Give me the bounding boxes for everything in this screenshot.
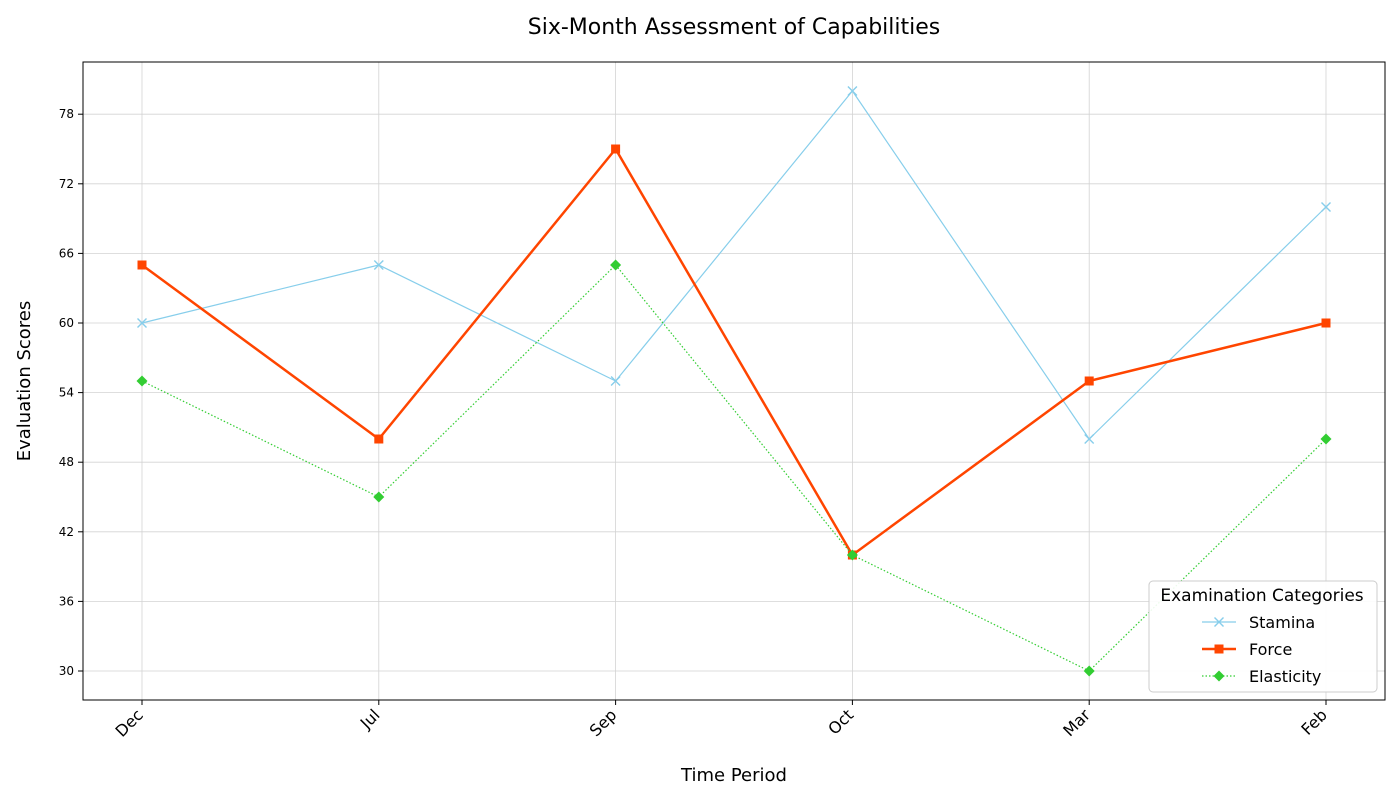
data-point-elasticity: [610, 259, 622, 271]
data-point-stamina: [847, 86, 858, 96]
y-tick-label: 72: [59, 177, 74, 191]
y-tick-label: 60: [59, 316, 74, 330]
legend-label-stamina: Stamina: [1249, 613, 1315, 632]
series-elasticity: [136, 259, 1332, 677]
y-tick-label: 66: [59, 246, 74, 260]
data-point-stamina: [1321, 202, 1331, 212]
y-tick-label: 36: [59, 594, 74, 608]
legend-item-elasticity: Elasticity: [1202, 667, 1321, 686]
legend-marker-stamina: [1214, 617, 1224, 627]
data-point-force: [611, 144, 621, 154]
chart-title: Six-Month Assessment of Capabilities: [528, 15, 940, 40]
y-tick-label: 42: [59, 525, 74, 539]
series-layer: [136, 86, 1332, 677]
data-point-stamina: [610, 376, 621, 386]
series-line-force: [141, 147, 1327, 557]
plot-frame: [82, 61, 1386, 701]
data-point-elasticity: [1320, 433, 1332, 445]
data-point-elasticity: [1083, 665, 1095, 677]
data-point-force: [1084, 376, 1094, 386]
y-tick-label: 78: [59, 107, 74, 121]
y-tick-label: 30: [59, 664, 74, 678]
series-line-elasticity: [141, 264, 1327, 672]
legend-items: Stamina Force Elasticity: [1202, 613, 1321, 686]
legend-title: Examination Categories: [1160, 586, 1363, 606]
data-point-force: [137, 260, 147, 270]
y-axis-label: Evaluation Scores: [14, 301, 35, 462]
data-point-stamina: [373, 260, 384, 270]
legend-label-force: Force: [1249, 640, 1292, 659]
series-line-stamina: [141, 90, 1327, 440]
x-axis-label: Time Period: [680, 765, 787, 786]
legend-marker-elasticity: [1213, 670, 1225, 682]
series-stamina: [137, 86, 1331, 444]
data-point-stamina: [137, 318, 147, 328]
data-point-elasticity: [373, 491, 385, 503]
data-point-stamina: [1084, 434, 1095, 444]
y-tick-label: 54: [59, 386, 74, 400]
legend: Examination Categories Stamina Force Elast…: [1148, 580, 1378, 693]
y-tick-label: 48: [59, 455, 74, 469]
data-point-elasticity: [846, 549, 858, 561]
legend-item-force: Force: [1202, 640, 1292, 659]
data-point-force: [374, 434, 384, 444]
legend-item-stamina: Stamina: [1202, 613, 1315, 632]
data-point-elasticity: [136, 375, 148, 387]
legend-marker-force: [1214, 644, 1224, 654]
data-point-force: [1321, 318, 1331, 328]
legend-box: [1148, 580, 1378, 693]
legend-label-elasticity: Elasticity: [1249, 667, 1321, 686]
